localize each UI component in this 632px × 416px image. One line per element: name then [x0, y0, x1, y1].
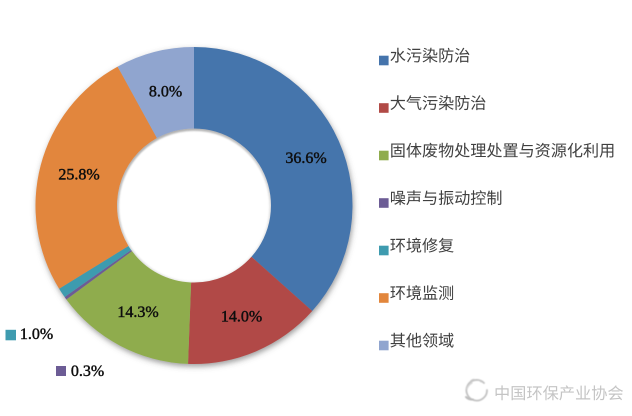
svg-text:36.6%: 36.6% [285, 150, 326, 167]
svg-text:8.0%: 8.0% [149, 83, 182, 100]
svg-text:0.3%: 0.3% [71, 363, 104, 380]
svg-text:14.0%: 14.0% [221, 308, 262, 325]
svg-text:1.0%: 1.0% [20, 326, 53, 343]
svg-text:14.3%: 14.3% [117, 304, 158, 321]
svg-text:25.8%: 25.8% [58, 166, 99, 183]
